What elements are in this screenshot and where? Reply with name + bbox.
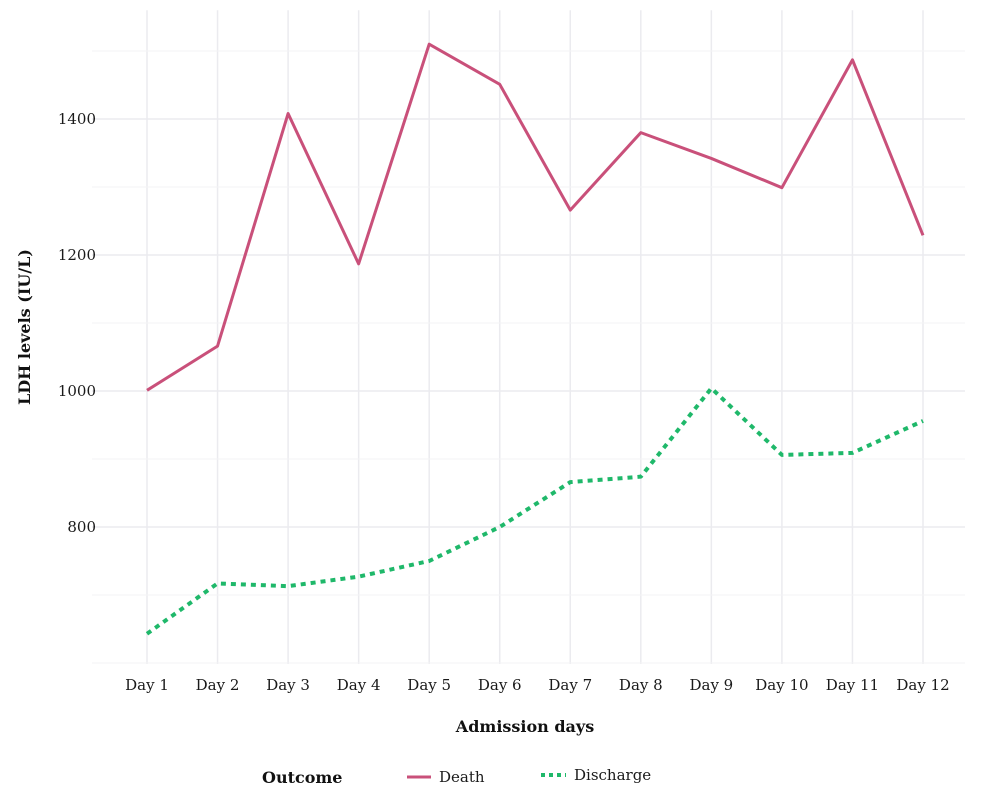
series-line-death: [146, 42, 925, 392]
x-tick-label: Day 8: [619, 676, 663, 694]
x-axis-title: Admission days: [455, 717, 594, 736]
legend: Outcome Death Discharge: [262, 766, 651, 787]
x-tick-label: Day 3: [266, 676, 310, 694]
x-tick-label: Day 9: [689, 676, 733, 694]
x-tick-label: Day 11: [826, 676, 879, 694]
legend-label-death: Death: [439, 768, 485, 786]
y-tick-label: 1200: [58, 246, 96, 264]
x-tick-label: Day 1: [125, 676, 169, 694]
y-tick-label: 800: [67, 518, 96, 536]
x-tick-label: Day 5: [407, 676, 451, 694]
grid-lines: [92, 10, 965, 664]
series-line-discharge: [145, 386, 924, 636]
legend-label-discharge: Discharge: [574, 766, 651, 784]
y-tick-label: 1000: [58, 382, 96, 400]
x-tick-label: Day 10: [755, 676, 808, 694]
x-axis-ticks: Day 1 Day 2 Day 3 Day 4 Day 5 Day 6 Day 7 Day 8…: [125, 676, 950, 694]
x-tick-label: Day 6: [478, 676, 522, 694]
y-axis-title: LDH levels (IU/L): [15, 249, 34, 405]
y-tick-label: 1400: [58, 110, 96, 128]
x-tick-label: Day 2: [196, 676, 240, 694]
y-axis-ticks: 800 1000 1200 1400: [58, 110, 96, 536]
x-tick-label: Day 7: [548, 676, 592, 694]
x-tick-label: Day 12: [896, 676, 949, 694]
series-lines: [145, 42, 925, 636]
x-tick-label: Day 4: [337, 676, 381, 694]
legend-title: Outcome: [262, 768, 342, 787]
